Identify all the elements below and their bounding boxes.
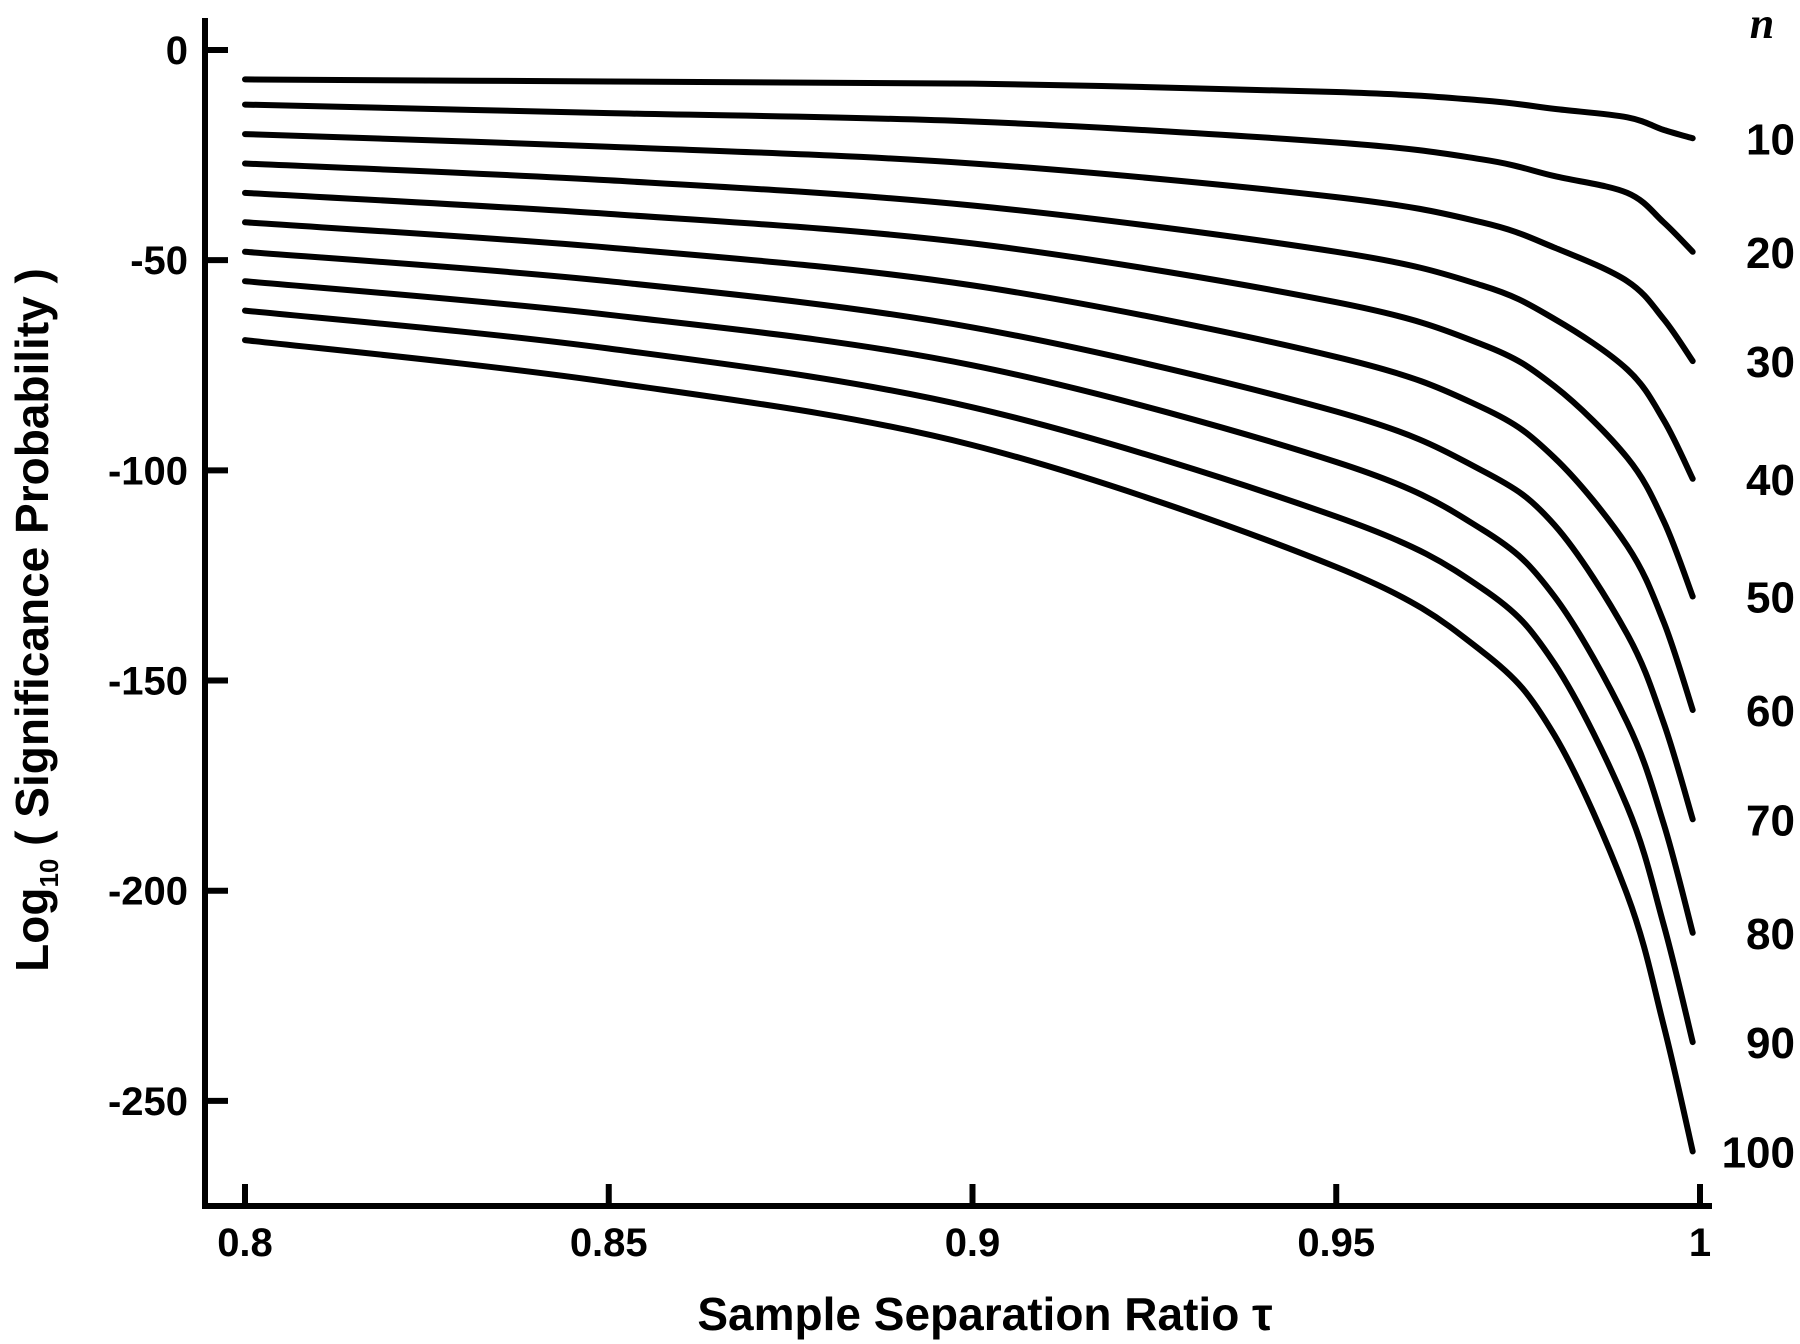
y-axis-title-subscript: 10 [34,859,64,888]
y-axis-title: Log10 ( Significance Probability ) [6,268,64,972]
series-label-n-30: 30 [1746,338,1795,387]
x-tick-label: 0.95 [1297,1221,1375,1265]
series-label-n-100: 100 [1722,1128,1795,1177]
series-label-n-90: 90 [1746,1019,1795,1068]
series-label-n-50: 50 [1746,573,1795,622]
y-tick-label: -200 [108,870,188,914]
series-title-n: n [1750,0,1774,48]
series-label-n-70: 70 [1746,796,1795,845]
y-tick-label: -100 [108,449,188,493]
series-label-n-80: 80 [1746,910,1795,959]
plot-lines [242,76,1696,1155]
series-line-n-40 [242,160,1696,482]
series-line-n-50 [242,189,1696,600]
series-line-n-70 [242,248,1696,823]
series-line-n-90 [242,307,1696,1046]
series-line-n-100 [242,337,1696,1155]
x-tick-label: 0.9 [945,1221,1001,1265]
axes: 0 -50 -100 -150 -200 -250 0.8 0.85 0.9 0.95 1 [108,18,1712,1265]
y-tick-label: 0 [166,29,188,73]
series-label-n-20: 20 [1746,229,1795,278]
series-line-n-60 [242,219,1696,713]
y-tick-label: -250 [108,1080,188,1124]
x-tick-label: 0.8 [217,1221,273,1265]
series-label-n-10: 10 [1746,115,1795,164]
series-line-n-20 [242,101,1696,255]
y-axis-title-prefix: Log [6,888,58,972]
series-line-n-80 [242,278,1696,936]
series-line-n-30 [242,131,1696,365]
y-tick-label: -50 [130,239,188,283]
x-tick-label: 0.85 [570,1221,648,1265]
series-label-n-40: 40 [1746,456,1795,505]
series-line-n-10 [242,76,1696,142]
x-tick-label: 1 [1689,1221,1711,1265]
x-axis-title: Sample Separation Ratio τ [697,1288,1272,1340]
series-label-n-60: 60 [1746,687,1795,736]
y-tick-label: -150 [108,660,188,704]
y-axis-title-suffix: ( Significance Probability ) [6,268,58,858]
